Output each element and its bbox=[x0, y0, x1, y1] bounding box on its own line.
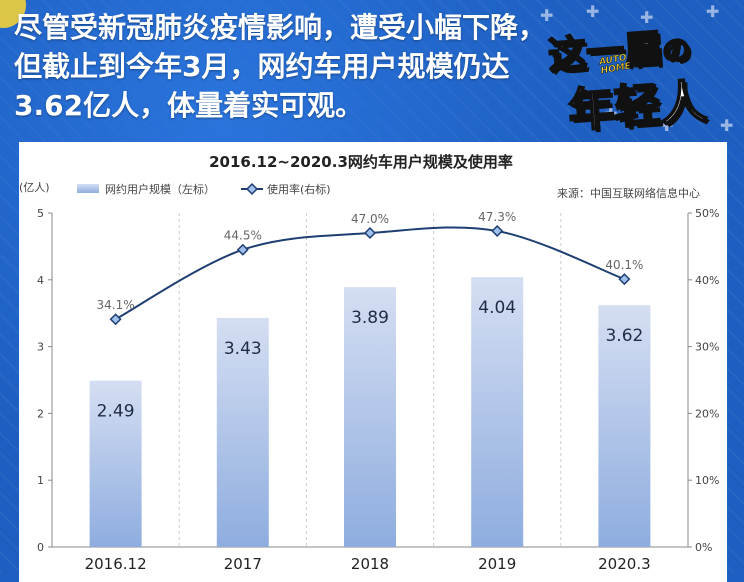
chart-title: 2016.12~2020.3网约车用户规模及使用率 bbox=[209, 153, 513, 171]
x-tick-label: 2019 bbox=[478, 555, 516, 573]
y-left-tick-label: 2 bbox=[37, 407, 44, 420]
y-axis-left-unit: (亿人) bbox=[19, 181, 50, 194]
usage-rate-marker bbox=[109, 313, 122, 326]
usage-rate-marker bbox=[236, 243, 249, 256]
headline: 尽管受新冠肺炎疫情影响，遭受小幅下降， 但截止到今年3月，网约车用户规模仍达 3… bbox=[14, 8, 547, 125]
bar-value-label: 3.62 bbox=[605, 326, 643, 346]
chart-source: 来源：中国互联网络信息中心 bbox=[557, 186, 700, 200]
plus-decoration: ✚ bbox=[640, 8, 654, 27]
y-right-tick-label: 50% bbox=[695, 207, 719, 220]
bar bbox=[344, 287, 396, 547]
x-tick-label: 2016.12 bbox=[85, 555, 147, 573]
legend-bar-label: 网约用户规模（左标） bbox=[105, 182, 215, 196]
plus-decoration: ✚ bbox=[720, 116, 734, 135]
usage-rate-marker bbox=[491, 225, 504, 238]
x-tick-label: 2018 bbox=[351, 555, 389, 573]
combo-chart: 2016.12~2020.3网约车用户规模及使用率 (亿人) 网约用户规模（左标… bbox=[19, 153, 719, 573]
legend-bar-swatch bbox=[77, 184, 99, 193]
plus-decoration: ✚ bbox=[540, 6, 554, 25]
y-left-tick-label: 1 bbox=[37, 474, 44, 487]
legend-line-label: 使用率(右标) bbox=[267, 182, 331, 196]
y-left-tick-label: 4 bbox=[37, 274, 44, 287]
legend-line-marker bbox=[245, 182, 259, 196]
plus-decoration: ✚ bbox=[604, 104, 618, 123]
bar bbox=[216, 317, 269, 547]
usage-rate-label: 47.3% bbox=[478, 210, 516, 224]
usage-rate-label: 34.1% bbox=[97, 298, 135, 312]
y-right-tick-label: 0% bbox=[695, 541, 712, 554]
plus-decoration: ✚ bbox=[706, 2, 720, 21]
bar bbox=[471, 277, 524, 547]
usage-rate-marker bbox=[618, 273, 631, 286]
chart-panel: 2016.12~2020.3网约车用户规模及使用率 (亿人) 网约用户规模（左标… bbox=[19, 142, 727, 582]
headline-line-3: 3.62亿人，体量着实可观。 bbox=[14, 89, 364, 122]
bar-value-label: 2.49 bbox=[97, 402, 135, 422]
bar bbox=[598, 305, 651, 547]
x-tick-label: 2017 bbox=[224, 555, 262, 573]
series-logo: 这一届の AUTO HOME 年轻人 bbox=[544, 18, 728, 139]
usage-rate-marker bbox=[363, 227, 377, 240]
y-right-tick-label: 20% bbox=[695, 407, 719, 420]
usage-rate-label: 47.0% bbox=[351, 212, 389, 226]
x-tick-label: 2020.3 bbox=[598, 555, 651, 573]
bar bbox=[89, 380, 142, 547]
y-right-tick-label: 40% bbox=[695, 274, 719, 287]
plus-decoration: ✚ bbox=[660, 116, 674, 135]
y-left-tick-label: 3 bbox=[37, 341, 44, 354]
y-left-tick-label: 5 bbox=[37, 207, 44, 220]
bar-value-label: 3.89 bbox=[351, 308, 389, 328]
y-left-tick-label: 0 bbox=[37, 541, 44, 554]
usage-rate-label: 44.5% bbox=[224, 229, 262, 243]
bar-value-label: 4.04 bbox=[478, 298, 516, 318]
plus-decoration: ✚ bbox=[586, 2, 600, 21]
logo-line-2: 年轻人 bbox=[565, 73, 708, 138]
headline-line-2: 但截止到今年3月，网约车用户规模仍达 bbox=[14, 50, 510, 83]
headline-line-1: 尽管受新冠肺炎疫情影响，遭受小幅下降， bbox=[14, 11, 547, 44]
plot-area: 0123450%10%20%30%40%50%2.493.433.894.043… bbox=[37, 207, 719, 573]
usage-rate-label: 40.1% bbox=[605, 258, 643, 272]
bar-value-label: 3.43 bbox=[224, 339, 262, 359]
y-right-tick-label: 10% bbox=[695, 474, 719, 487]
y-right-tick-label: 30% bbox=[695, 341, 719, 354]
